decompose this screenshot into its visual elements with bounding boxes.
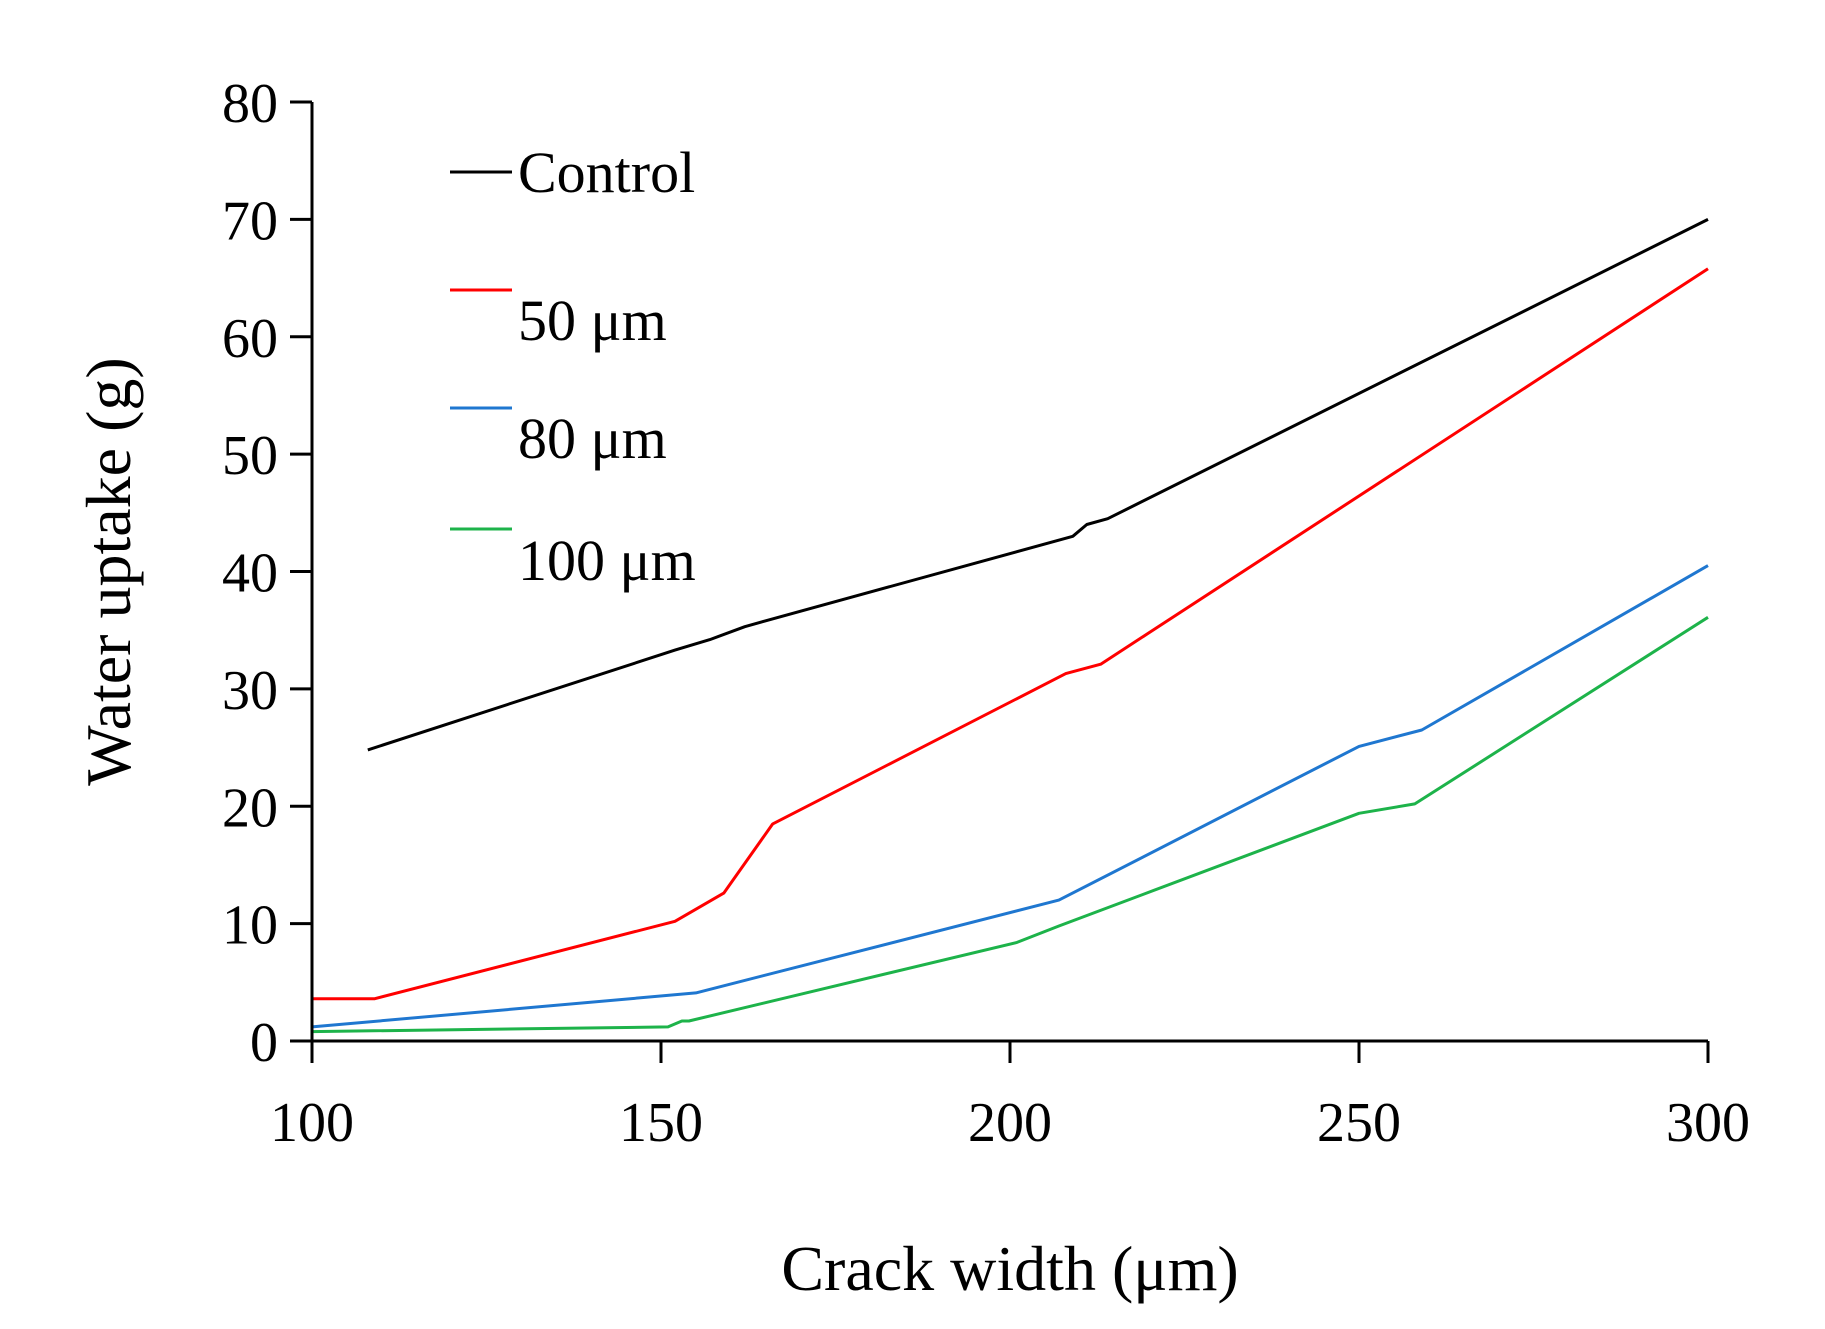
- x-tick-label: 200: [968, 1092, 1052, 1154]
- x-tick-label: 300: [1666, 1092, 1750, 1154]
- legend-label: 80 μm: [518, 406, 667, 471]
- y-tick-label: 70: [222, 190, 278, 252]
- x-tick-label: 150: [619, 1092, 703, 1154]
- y-axis-title: Water uptake (g): [73, 357, 144, 785]
- y-tick-label: 0: [250, 1012, 278, 1074]
- x-tick-label: 100: [270, 1092, 354, 1154]
- y-tick-label: 80: [222, 73, 278, 135]
- y-tick-label: 10: [222, 895, 278, 957]
- legend-label: 100 μm: [518, 528, 696, 593]
- x-axis-title: Crack width (μm): [781, 1233, 1238, 1304]
- legend-label: Control: [518, 140, 695, 205]
- legend-label: 50 μm: [518, 288, 667, 353]
- y-tick-label: 50: [222, 425, 278, 487]
- y-tick-label: 60: [222, 308, 278, 370]
- y-tick-label: 30: [222, 660, 278, 722]
- legend: Control 50 μm 80 μm 100 μm: [450, 140, 696, 593]
- series-line-control: [367, 218, 1709, 752]
- y-tick-label: 20: [222, 777, 278, 839]
- plot-area: 0 10 20 30 40 50 60 70 80 100 150 200 250 300: [222, 73, 1750, 1154]
- series-lines: [311, 218, 1709, 1034]
- series-line-50-m: [312, 267, 1709, 1001]
- y-axis-ticks: 0 10 20 30 40 50 60 70 80: [222, 73, 312, 1074]
- series-line-80-m: [311, 564, 1709, 1029]
- y-tick-label: 40: [222, 543, 278, 605]
- x-tick-label: 250: [1317, 1092, 1401, 1154]
- x-axis-ticks: 100 150 200 250 300: [270, 1041, 1750, 1154]
- series-line-100-m: [311, 616, 1709, 1034]
